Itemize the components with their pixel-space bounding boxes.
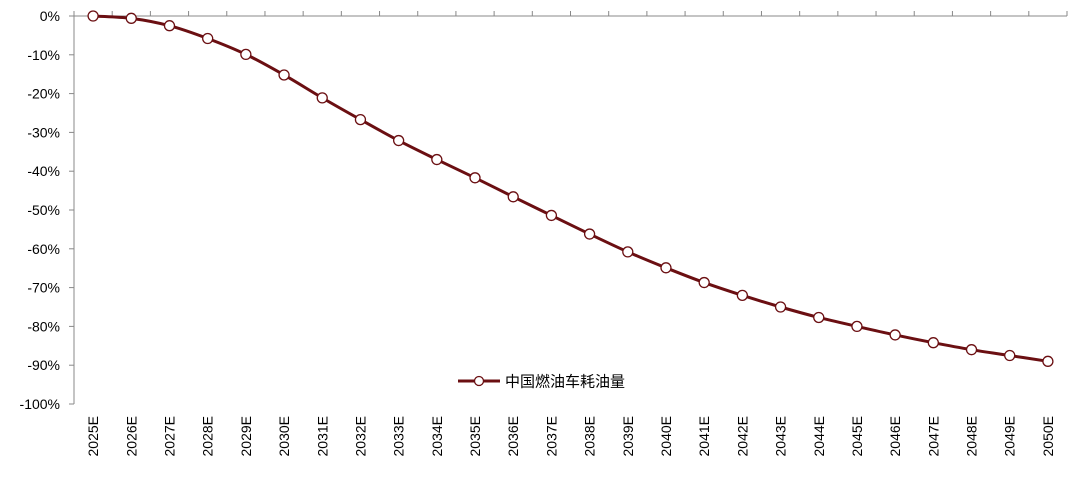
data-point [1042, 355, 1054, 367]
x-tick-label: 2030E [276, 416, 292, 456]
series-line [93, 14, 1049, 363]
x-tick-label: 2044E [811, 416, 827, 456]
data-point [316, 92, 328, 104]
x-tick-label: 2047E [925, 416, 941, 456]
x-tick-label: 2041E [696, 416, 712, 456]
data-point [545, 209, 558, 222]
y-tick-label: -80% [27, 318, 60, 334]
y-tick-label: 0% [40, 8, 60, 24]
x-tick-label: 2038E [582, 416, 598, 456]
data-point [354, 113, 367, 126]
x-tick-label: 2027E [161, 416, 177, 456]
data-point [278, 69, 290, 81]
x-tick-label: 2045E [849, 416, 865, 456]
x-tick-label: 2036E [505, 416, 521, 456]
data-point [965, 344, 978, 356]
x-tick-label: 2039E [620, 416, 636, 456]
x-tick-label: 2034E [429, 416, 445, 456]
y-tick-label: -70% [27, 280, 60, 296]
data-point [392, 134, 405, 147]
x-tick-label: 2025E [85, 416, 101, 456]
data-point [125, 12, 137, 24]
data-point [431, 153, 443, 166]
x-axis-ticks: 2025E 2026E 2027E 2028E 2029E 2030E 2031E 2032E… [73, 11, 1068, 456]
y-tick-label: -50% [27, 202, 60, 218]
data-point [507, 191, 519, 203]
data-point [851, 320, 863, 333]
legend-marker [473, 375, 485, 387]
y-tick-label: -40% [27, 163, 60, 179]
data-point [813, 311, 825, 324]
data-point [622, 246, 634, 258]
y-tick-label: -100% [20, 396, 60, 412]
data-point [87, 10, 99, 22]
x-tick-label: 2048E [964, 416, 980, 456]
x-tick-label: 2037E [543, 416, 559, 456]
axes [73, 15, 1067, 404]
y-tick-label: -10% [27, 47, 60, 63]
x-tick-label: 2033E [391, 416, 407, 456]
y-tick-label: -20% [27, 86, 60, 102]
x-tick-label: 2028E [200, 416, 216, 456]
y-tick-label: -60% [27, 241, 60, 257]
data-point [889, 329, 901, 341]
x-tick-label: 2050E [1040, 416, 1056, 456]
x-tick-label: 2032E [352, 416, 368, 456]
x-tick-label: 2046E [887, 416, 903, 456]
series-group [87, 10, 1054, 367]
data-point [774, 301, 787, 313]
y-axis-ticks: 0% -10% -20% -30% -40% -50% -60% -70% -80% -90% -1… [20, 8, 74, 412]
data-point [927, 337, 939, 349]
x-tick-label: 2042E [734, 416, 750, 456]
data-point [583, 228, 596, 240]
x-tick-label: 2029E [238, 416, 254, 456]
x-tick-label: 2031E [314, 416, 330, 456]
y-tick-label: -90% [27, 357, 60, 373]
data-point [736, 289, 749, 302]
x-tick-label: 2026E [123, 416, 139, 456]
legend-label: 中国燃油车耗油量 [505, 373, 625, 391]
x-tick-label: 2049E [1002, 416, 1018, 456]
x-tick-label: 2040E [658, 416, 674, 456]
legend: 中国燃油车耗油量 [458, 373, 625, 391]
data-point [163, 20, 176, 32]
data-point [660, 262, 672, 274]
x-tick-label: 2043E [773, 416, 789, 456]
data-point [202, 32, 214, 45]
data-point [240, 48, 252, 61]
data-point [698, 276, 710, 289]
data-point [1004, 349, 1016, 362]
y-tick-label: -30% [27, 124, 60, 140]
data-point [469, 172, 481, 184]
x-tick-label: 2035E [467, 416, 483, 456]
